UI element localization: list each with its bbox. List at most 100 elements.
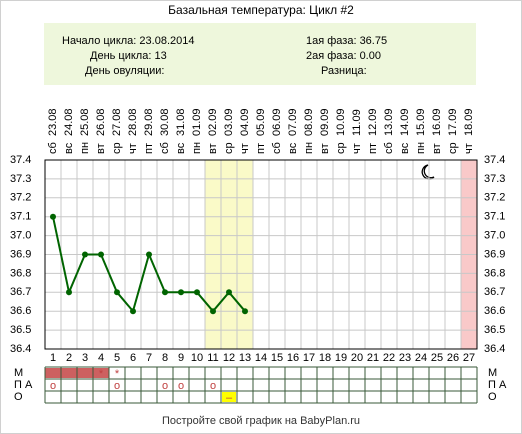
chart-title: Базальная температура: Цикл #2 [168, 3, 354, 17]
x-tick-label: 17 [303, 352, 315, 364]
y-tick-label: 36.9 [10, 248, 31, 260]
weekday-label: пт [255, 143, 267, 154]
info-text: День цикла: 13 [90, 50, 167, 62]
y-tick-label-right: 36.4 [484, 343, 505, 355]
point [210, 308, 216, 315]
point [130, 308, 136, 315]
test-box [222, 392, 236, 402]
x-tick-label: 18 [319, 352, 331, 364]
date-label: 16.09 [431, 108, 443, 136]
weekday-label: вс [175, 142, 187, 154]
date-label: 05.09 [255, 108, 267, 136]
point [50, 213, 56, 220]
weekday-label: пн [79, 142, 91, 154]
weekday-label: пт [367, 143, 379, 154]
x-tick-label: 2 [66, 352, 72, 364]
y-tick-label: 37.4 [10, 154, 31, 166]
row-mark: о [162, 380, 168, 392]
point [146, 251, 152, 258]
info-text: 1ая фаза: 36.75 [306, 35, 387, 47]
x-tick-label: 7 [146, 352, 152, 364]
x-tick-label: 23 [399, 352, 411, 364]
x-tick-label: 24 [415, 352, 427, 364]
weekday-label: сб [383, 142, 395, 154]
weekday-label: чт [463, 143, 475, 154]
weekday-label: ср [335, 142, 347, 154]
y-tick-label-right: 37.0 [484, 230, 505, 242]
date-label: 11.09 [351, 109, 363, 136]
weekday-label: сб [47, 142, 59, 154]
y-tick-label-right: 36.8 [484, 267, 505, 279]
weekday-label: вс [399, 142, 411, 154]
x-tick-label: 25 [431, 352, 443, 364]
y-tick-label-right: 36.6 [484, 305, 505, 317]
date-label: 04.09 [239, 108, 251, 136]
row-mark: о [50, 380, 56, 392]
y-tick-label: 37.2 [10, 192, 31, 204]
row-mark: о [210, 380, 216, 392]
x-tick-label: 14 [255, 352, 267, 364]
y-tick-label-right: 36.9 [484, 248, 505, 260]
weekday-label: сб [271, 142, 283, 154]
info-text: Разница: [321, 65, 367, 77]
weekday-label: вт [431, 143, 443, 154]
x-tick-label: 8 [162, 352, 168, 364]
x-tick-label: 13 [239, 352, 251, 364]
date-label: 28.08 [127, 108, 139, 136]
date-label: 02.09 [207, 108, 219, 136]
row-label-right: О [488, 391, 497, 403]
y-tick-label-right: 37.1 [484, 211, 505, 223]
row-label: О [14, 391, 23, 403]
x-tick-label: 26 [447, 352, 459, 364]
row-mark: * [115, 368, 120, 380]
date-label: 31.08 [175, 108, 187, 136]
x-tick-label: 6 [130, 352, 136, 364]
weekday-label: пт [143, 143, 155, 154]
y-tick-label: 36.6 [10, 305, 31, 317]
info-text: День овуляции: [85, 65, 164, 77]
x-tick-label: 4 [98, 352, 104, 364]
row-mark: * [99, 368, 104, 380]
weekday-label: вт [207, 143, 219, 154]
y-tick-label: 36.8 [10, 267, 31, 279]
moon-icon [421, 164, 435, 180]
weekday-label: ср [111, 142, 123, 154]
x-tick-label: 15 [271, 352, 283, 364]
weekday-label: пн [191, 142, 203, 154]
x-tick-label: 5 [114, 352, 120, 364]
weekday-label: вс [63, 142, 75, 154]
weekday-label: ср [447, 142, 459, 154]
info-text: 2ая фаза: 0.00 [306, 50, 381, 62]
date-label: 23.08 [47, 108, 59, 136]
y-tick-label: 37.3 [10, 173, 31, 185]
date-label: 13.09 [383, 108, 395, 136]
date-label: 18.09 [463, 108, 475, 136]
weekday-label: вт [319, 143, 331, 154]
x-tick-label: 12 [223, 352, 235, 364]
date-label: 14.09 [399, 108, 411, 136]
row-label-right: М [488, 367, 497, 379]
point [162, 289, 168, 296]
date-label: 12.09 [367, 108, 379, 136]
row-label-right: П А [488, 379, 507, 391]
date-label: 17.09 [447, 108, 459, 136]
row-mark: – [226, 392, 233, 404]
date-label: 07.09 [287, 108, 299, 136]
weekday-label: пн [415, 142, 427, 154]
weekday-label: чт [127, 143, 139, 154]
date-label: 26.08 [95, 108, 107, 136]
point [98, 251, 104, 258]
x-tick-label: 16 [287, 352, 299, 364]
footer: Постройте свой график на BabyPlan.ru [162, 415, 360, 427]
y-tick-label: 36.7 [10, 286, 31, 298]
x-tick-label: 11 [207, 352, 218, 364]
point [114, 289, 120, 296]
x-tick-label: 22 [383, 352, 395, 364]
y-tick-label: 37.1 [10, 211, 31, 223]
date-label: 03.09 [223, 108, 235, 136]
info-text: Начало цикла: 23.08.2014 [62, 35, 194, 47]
x-tick-label: 20 [351, 352, 363, 364]
point [178, 289, 184, 296]
plot-border [44, 159, 478, 350]
